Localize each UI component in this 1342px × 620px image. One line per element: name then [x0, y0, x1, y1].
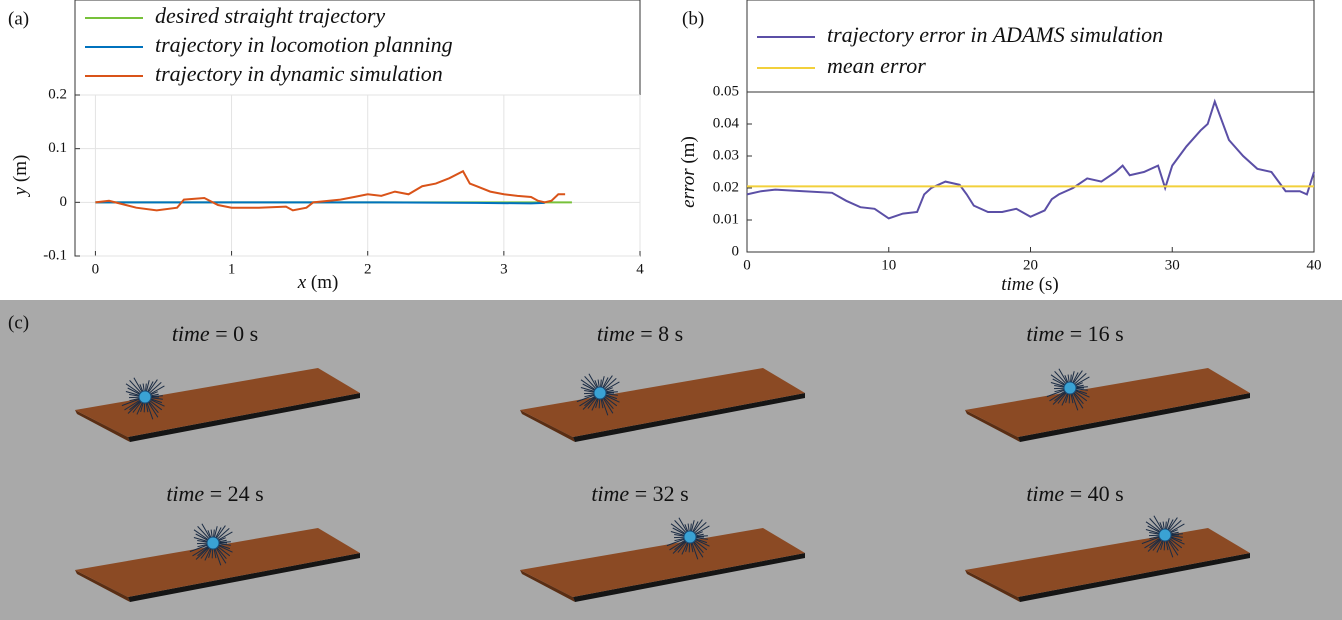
- robot-core: [1158, 528, 1172, 542]
- panel-label: (a): [8, 8, 29, 29]
- panel-label: (b): [682, 8, 704, 29]
- x-tick-label: 0: [743, 257, 751, 273]
- robot: [189, 523, 233, 566]
- snapshot-label: time = 16 s: [1026, 321, 1123, 346]
- snapshot-label: time = 0 s: [172, 321, 258, 346]
- snapshot-var: time: [172, 321, 210, 346]
- robot: [1141, 515, 1185, 558]
- board-edge: [128, 553, 360, 602]
- x-tick-label: 0: [92, 261, 100, 277]
- snapshot-label: time = 24 s: [166, 481, 263, 506]
- robot: [666, 517, 710, 560]
- y-tick-label: 0: [60, 194, 68, 210]
- plot-frame: [74, 0, 641, 257]
- label-unit: (s): [1039, 274, 1059, 295]
- board: [520, 368, 805, 437]
- board-edge: [1018, 393, 1250, 442]
- label-unit: (m): [678, 136, 699, 163]
- y-tick-label: -0.1: [43, 247, 67, 263]
- snapshot-text: = 8 s: [640, 321, 683, 346]
- board-edge: [573, 553, 805, 602]
- x-axis-label: x (m): [297, 272, 339, 293]
- panel-label: (c): [8, 312, 29, 333]
- robot: [576, 373, 620, 416]
- board-edge: [520, 410, 575, 442]
- data-line: [95, 169, 566, 212]
- label-var: time: [1001, 274, 1034, 295]
- robot-core: [1063, 381, 1077, 395]
- snapshot-label: time = 32 s: [591, 481, 688, 506]
- x-tick-label: 4: [636, 261, 644, 277]
- snapshot-text: = 40 s: [1070, 481, 1124, 506]
- legend-label: mean error: [827, 53, 926, 78]
- snapshot-label: time = 40 s: [1026, 481, 1123, 506]
- robot-core: [138, 390, 152, 404]
- legend-label: desired straight trajectory: [155, 3, 385, 28]
- board-edge: [75, 570, 130, 602]
- x-axis-label: time (s): [1001, 274, 1059, 295]
- x-tick-label: 10: [881, 257, 896, 273]
- y-tick-label: 0.02: [713, 179, 739, 195]
- robot: [1046, 368, 1090, 411]
- x-tick-label: 40: [1307, 257, 1322, 273]
- y-axis-label: error (m): [678, 136, 699, 208]
- label-var: x: [297, 272, 307, 293]
- label-var: y: [10, 186, 31, 197]
- x-tick-label: 2: [364, 261, 372, 277]
- board: [520, 528, 805, 597]
- robot-core: [206, 536, 220, 550]
- y-tick-label: 0.03: [713, 147, 739, 163]
- board-edge: [965, 410, 1020, 442]
- board-edge: [128, 393, 360, 442]
- robot-core: [683, 530, 697, 544]
- y-tick-label: 0.05: [713, 83, 739, 99]
- board: [75, 528, 360, 597]
- snapshot-var: time: [1026, 321, 1064, 346]
- robot: [121, 377, 165, 420]
- legend-label: trajectory error in ADAMS simulation: [827, 22, 1163, 47]
- legend-label: trajectory in dynamic simulation: [155, 61, 443, 86]
- snapshot-text: = 16 s: [1070, 321, 1124, 346]
- x-tick-label: 3: [500, 261, 508, 277]
- x-tick-label: 30: [1165, 257, 1180, 273]
- x-tick-label: 20: [1023, 257, 1038, 273]
- label-unit: (m): [10, 155, 31, 182]
- y-tick-label: 0.01: [713, 211, 739, 227]
- board-edge: [573, 393, 805, 442]
- snapshot-label: time = 8 s: [597, 321, 683, 346]
- snapshot-var: time: [597, 321, 635, 346]
- data-line: [746, 98, 1315, 220]
- board: [75, 368, 360, 437]
- board-edge: [75, 410, 130, 442]
- y-axis-label: y (m): [10, 155, 31, 198]
- snapshot-var: time: [166, 481, 204, 506]
- board: [965, 368, 1250, 437]
- label-var: error: [678, 168, 699, 208]
- snapshot-var: time: [591, 481, 629, 506]
- snapshot-text: = 32 s: [635, 481, 689, 506]
- y-tick-label: 0: [732, 243, 740, 259]
- snapshot-text: = 0 s: [215, 321, 258, 346]
- y-tick-label: 0.2: [48, 86, 67, 102]
- snapshot-var: time: [1026, 481, 1064, 506]
- data-line: [95, 201, 545, 205]
- y-tick-label: 0.04: [713, 115, 740, 131]
- legend-label: trajectory in locomotion planning: [155, 32, 453, 57]
- board-edge: [520, 570, 575, 602]
- board-edge: [1018, 553, 1250, 602]
- board-edge: [965, 570, 1020, 602]
- x-tick-label: 1: [228, 261, 236, 277]
- robot-core: [593, 386, 607, 400]
- y-tick-label: 0.1: [48, 140, 67, 156]
- label-unit: (m): [311, 272, 338, 293]
- snapshot-text: = 24 s: [210, 481, 264, 506]
